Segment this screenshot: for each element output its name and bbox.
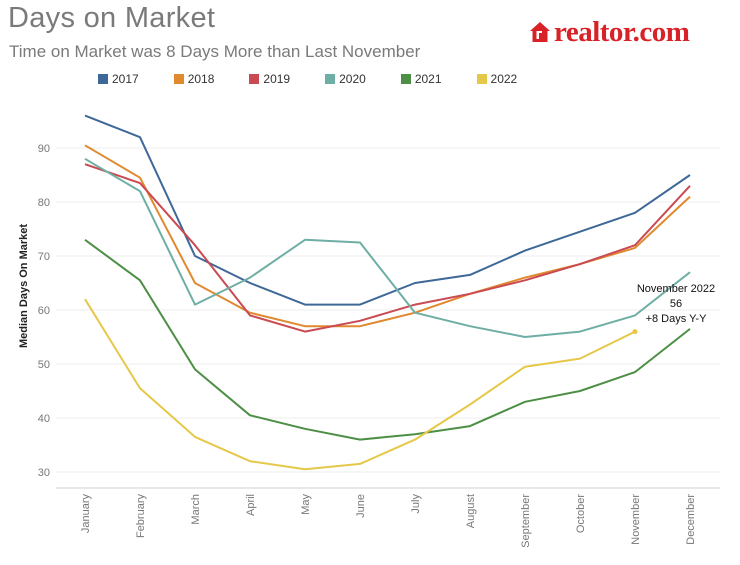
series-line-2022 <box>84 298 636 471</box>
legend-item-2019: 2019 <box>249 72 290 86</box>
chart-subtitle: Time on Market was 8 Days More than Last… <box>9 42 421 61</box>
y-tick-label: 60 <box>38 305 50 317</box>
x-tick-label: January <box>80 494 92 534</box>
legend-item-2017: 2017 <box>98 72 139 86</box>
x-tick-label: March <box>190 494 202 525</box>
x-tick-label: April <box>245 494 257 516</box>
y-tick-label: 30 <box>38 467 50 479</box>
y-tick-label: 40 <box>38 413 50 425</box>
y-tick-label: 90 <box>38 143 50 155</box>
november-2022-annotation: November 2022 56 +8 Days Y-Y <box>628 282 724 327</box>
x-tick-label: November <box>630 494 642 545</box>
y-tick-label: 50 <box>38 359 50 371</box>
x-tick-label: June <box>355 494 367 518</box>
annotation-title: November 2022 <box>636 283 716 295</box>
legend-swatch <box>249 74 260 84</box>
legend-swatch <box>476 74 487 84</box>
legend-swatch <box>400 74 411 84</box>
chart-title: Days on Market <box>8 2 216 34</box>
legend-item-2022: 2022 <box>476 72 518 86</box>
legend-label: 2018 <box>187 72 215 86</box>
legend-swatch <box>173 74 184 84</box>
realtor-logo: realtor.com <box>530 15 690 48</box>
series-line-2019 <box>84 163 691 333</box>
series-line-2018 <box>84 144 691 328</box>
legend-item-2020: 2020 <box>325 72 366 86</box>
legend: 2017 2018 2019 2020 2021 2022 <box>98 72 552 86</box>
legend-label: 2022 <box>490 72 518 86</box>
y-tick-label: 70 <box>38 251 50 263</box>
x-tick-label: December <box>685 494 697 545</box>
x-tick-label: May <box>300 494 312 515</box>
y-tick-label: 80 <box>38 197 50 209</box>
legend-swatch <box>325 74 336 84</box>
data-point-november-2022 <box>632 329 638 335</box>
legend-swatch <box>98 74 108 84</box>
house-icon <box>530 22 550 42</box>
series-line-2020 <box>84 157 691 338</box>
legend-item-2021: 2021 <box>400 72 442 86</box>
x-tick-label: September <box>520 494 532 548</box>
legend-label: 2021 <box>414 72 442 86</box>
legend-label: 2019 <box>263 72 291 86</box>
x-tick-label: February <box>135 494 147 539</box>
x-tick-label: July <box>410 494 422 514</box>
x-tick-label: August <box>465 494 477 528</box>
logo-wordmark: realtor.com <box>554 15 690 48</box>
legend-item-2018: 2018 <box>173 72 215 86</box>
annotation-change: +8 Days Y-Y <box>645 313 707 325</box>
legend-label: 2020 <box>339 72 366 86</box>
series-line-2021 <box>84 238 691 441</box>
legend-label: 2017 <box>112 72 139 86</box>
annotation-value: 56 <box>669 298 683 310</box>
x-tick-label: October <box>575 494 587 533</box>
